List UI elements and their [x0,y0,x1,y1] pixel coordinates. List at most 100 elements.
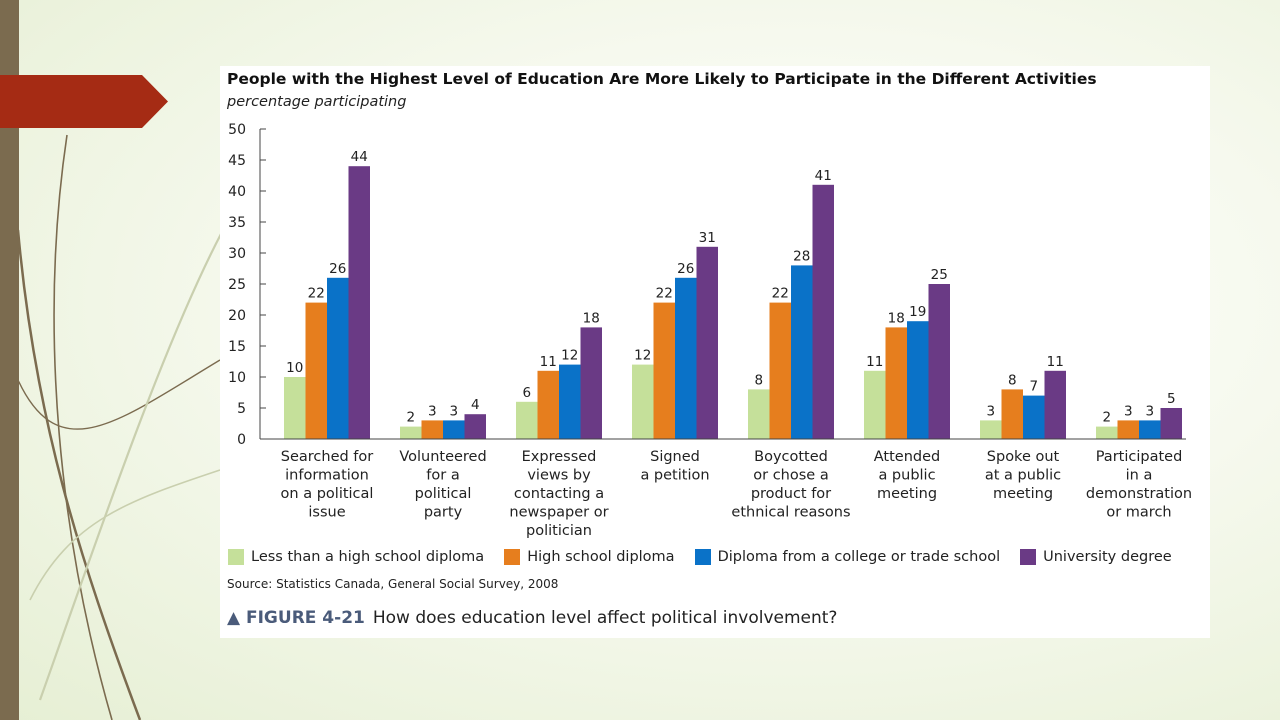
x-tick-label-line: Attended [874,449,940,465]
bar [305,302,327,439]
bar-value-label: 11 [540,354,557,370]
bar-value-label: 10 [286,360,303,376]
decorative-curve [38,231,223,701]
bar-value-label: 3 [1145,403,1154,419]
x-tick-label: Signed a petition [640,449,709,484]
bar-value-label: 19 [909,304,926,320]
bar-value-label: 41 [815,168,832,184]
x-tick-label: Attended a public meeting [874,449,940,502]
x-tick-label-line: Spoke out [987,449,1060,465]
bar [1023,395,1045,439]
bar [812,184,834,439]
x-tick-label-line: demonstration [1086,486,1192,502]
chart-title: People with the Highest Level of Educati… [227,70,1097,88]
bar [1117,420,1139,439]
y-tick-label: 40 [228,184,246,200]
legend-item: Less than a high school diploma [228,549,484,565]
slide-left-bar [0,0,19,720]
bar-value-label: 3 [986,403,995,419]
bar [1001,389,1023,439]
bar [1096,426,1118,439]
bar-value-label: 8 [1008,372,1017,388]
bar-value-label: 11 [1047,354,1064,370]
bar [864,370,886,439]
y-tick-label: 20 [228,308,246,324]
x-tick-label-line: Participated [1096,449,1183,465]
bar [632,364,654,439]
x-tick-label-line: newspaper or [509,505,608,521]
legend-swatch [1020,549,1037,565]
figure-caption: ▲ FIGURE 4-21 How does education level af… [227,608,837,628]
x-tick-label-line: information [285,468,369,484]
legend-item: High school diploma [504,549,675,565]
x-tick-label-line: meeting [993,486,1053,502]
x-tick-label: Volunteered for a political party [399,449,486,521]
legend-label: University degree [1043,549,1172,565]
bar [675,277,697,439]
x-tick-label-line: or march [1106,505,1171,521]
bar [748,389,770,439]
decorative-curves [16,134,223,720]
figure-caption-text: How does education level affect politica… [372,608,838,628]
y-tick-label: 5 [237,401,246,417]
x-tick-label: Expressed views by contacting a newspaper o… [509,449,608,539]
bar-value-label: 3 [449,403,458,419]
x-tick-label-line: for a [426,468,459,484]
bar [348,166,370,439]
bar-value-label: 8 [754,372,763,388]
bar [1044,370,1066,439]
legend-swatch [504,549,521,565]
y-tick-label: 25 [228,277,246,293]
legend-label: Diploma from a college or trade school [717,549,1001,565]
bar [421,420,443,439]
bar [284,377,306,439]
x-tick-label: Spoke out at a public meeting [985,449,1061,502]
decorative-curve [29,469,221,601]
legend-item: Diploma from a college or trade school [694,549,1001,565]
legend-label: High school diploma [527,549,675,565]
bar [980,420,1002,439]
bar [580,327,602,439]
bar-value-label: 31 [699,230,716,246]
x-tick-label-line: ethnical reasons [731,505,850,521]
bar [464,414,486,439]
bar [928,284,950,439]
bar-value-label: 22 [308,286,325,302]
x-axis: Searched for information on a political iss… [260,438,1192,539]
x-tick-label-line: politician [526,523,592,539]
bar [885,327,907,439]
source-note: Source: Statistics Canada, General Socia… [227,577,559,591]
bar-value-label: 3 [428,403,437,419]
x-tick-label-line: meeting [877,486,937,502]
legend: Less than a high school diploma High scho… [228,549,1172,565]
x-tick-label-line: on a political [281,486,374,502]
x-tick-label-line: contacting a [514,486,604,502]
x-tick-label-line: a public [878,468,935,484]
x-tick-label: Participated in a demonstration or march [1086,449,1192,521]
x-tick-label-line: Boycotted [754,449,828,465]
bar-value-label: 12 [561,348,578,364]
bar [653,302,675,439]
legend-item: University degree [1020,549,1172,565]
bar-value-label: 18 [888,310,905,326]
bar [769,302,791,439]
bar [791,265,813,439]
bar-value-label: 4 [471,397,480,413]
x-tick-label-line: views by [527,468,591,484]
x-tick-label-line: Expressed [522,449,597,465]
x-tick-label-line: or chose a [753,468,828,484]
bar-value-label: 18 [583,310,600,326]
bar-value-label: 26 [677,261,694,277]
bar [559,364,581,439]
bar-value-label: 26 [329,261,346,277]
bar-value-label: 2 [1102,410,1111,426]
bar [1139,420,1161,439]
y-tick-label: 45 [228,153,246,169]
bar [516,401,538,439]
figure-label: ▲ FIGURE 4-21 [227,608,365,628]
bar-value-label: 12 [634,348,651,364]
bar [1160,408,1182,439]
y-tick-label: 35 [228,215,246,231]
